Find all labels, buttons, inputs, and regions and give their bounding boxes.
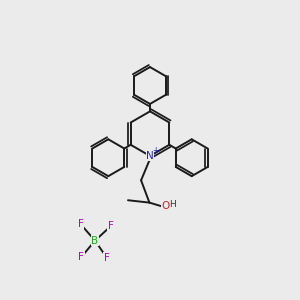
- Text: B: B: [92, 236, 99, 246]
- Text: N: N: [146, 151, 154, 161]
- Text: F: F: [78, 219, 84, 229]
- Text: H: H: [169, 200, 176, 209]
- Text: +: +: [152, 146, 158, 155]
- Text: F: F: [78, 252, 84, 262]
- Text: F: F: [107, 221, 113, 231]
- Text: F: F: [104, 253, 110, 263]
- Text: O: O: [161, 201, 169, 211]
